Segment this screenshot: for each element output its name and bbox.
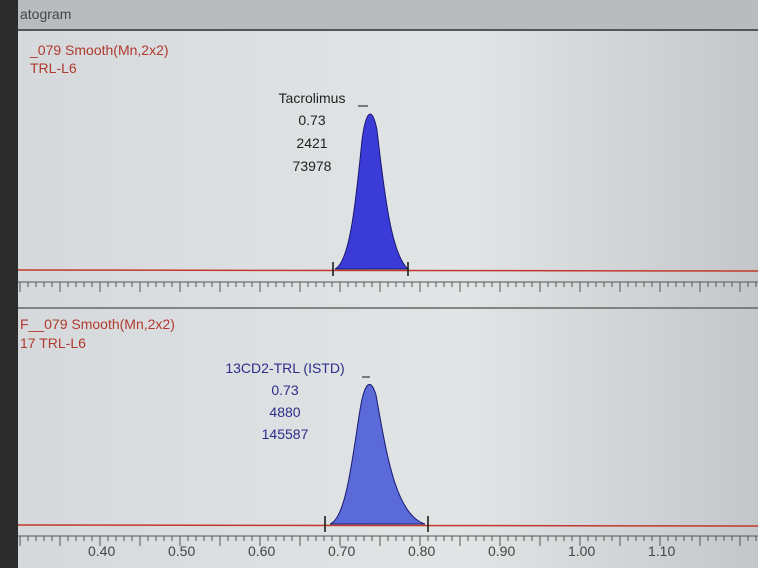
x-tick-label: 1.00 (568, 543, 596, 559)
baseline (17, 269, 758, 272)
sample-label: 17 TRL-L6 (20, 335, 86, 351)
peak-rt: 0.73 (298, 112, 326, 128)
x-tick-label: 0.70 (328, 543, 356, 559)
baseline (17, 524, 758, 527)
x-tick-label: 1.10 (648, 543, 676, 559)
x-tick-label: 0.60 (248, 543, 276, 559)
peak-name: Tacrolimus (278, 90, 346, 106)
peak-rt: 0.73 (271, 382, 299, 398)
title-bar (18, 0, 758, 30)
peak-area: 73978 (292, 158, 332, 174)
trace-label: _079 Smooth(Mn,2x2) (30, 42, 169, 58)
tick-marks (19, 282, 757, 546)
peak-area: 145587 (261, 426, 309, 442)
trace-label: F__079 Smooth(Mn,2x2) (20, 316, 175, 332)
peak (329, 383, 426, 525)
x-tick-label: 0.80 (408, 543, 436, 559)
x-tick-label: 0.90 (488, 543, 516, 559)
peak-height: 2421 (296, 135, 328, 151)
peak-name: 13CD2-TRL (ISTD) (225, 360, 345, 376)
window-title: atogram (20, 6, 72, 22)
peak (334, 113, 410, 270)
sample-label: TRL-L6 (30, 60, 77, 76)
x-tick-label: 0.40 (88, 543, 116, 559)
x-tick-label: 0.50 (168, 543, 196, 559)
peak-height: 4880 (269, 404, 301, 420)
